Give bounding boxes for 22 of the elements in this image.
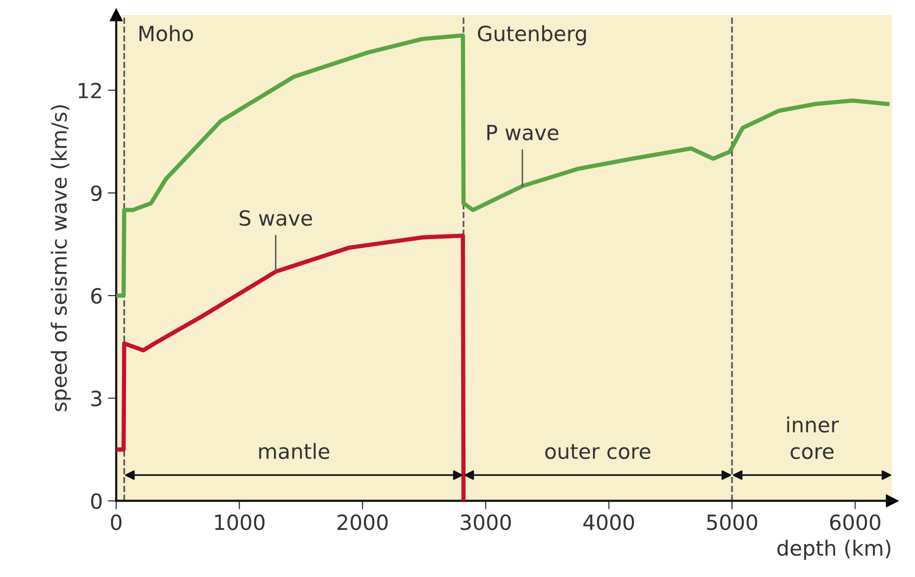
annotation: inner core — [787, 416, 839, 460]
y-axis-title: speed of seismic wave (km/s) — [50, 105, 71, 412]
y-tick-label: 3 — [91, 390, 102, 406]
ref-line-label: Moho — [140, 25, 193, 42]
x-tick-label: 6000 — [830, 514, 880, 530]
y-tick-label: 6 — [91, 288, 102, 304]
x-axis-title: depth (km) — [777, 540, 890, 560]
series-label: P wave — [487, 124, 558, 140]
x-tick-label: 1000 — [215, 514, 264, 530]
y-tick-label: 9 — [91, 185, 102, 202]
x-tick-label: 3000 — [460, 514, 511, 530]
y-tick-label: 0 — [91, 493, 102, 510]
x-tick-label: 4000 — [583, 514, 634, 530]
x-tick-label: 5000 — [707, 514, 758, 530]
x-tick-label: 0 — [110, 514, 122, 530]
annotation: outer core — [545, 444, 650, 460]
line-series — [116, 234, 466, 501]
y-tick-label: 12 — [78, 82, 101, 98]
x-tick-label: 2000 — [338, 514, 388, 530]
ref-line-label: Gutenberg — [478, 25, 586, 46]
annotation: mantle — [259, 442, 330, 460]
series-label: S wave — [240, 210, 312, 226]
